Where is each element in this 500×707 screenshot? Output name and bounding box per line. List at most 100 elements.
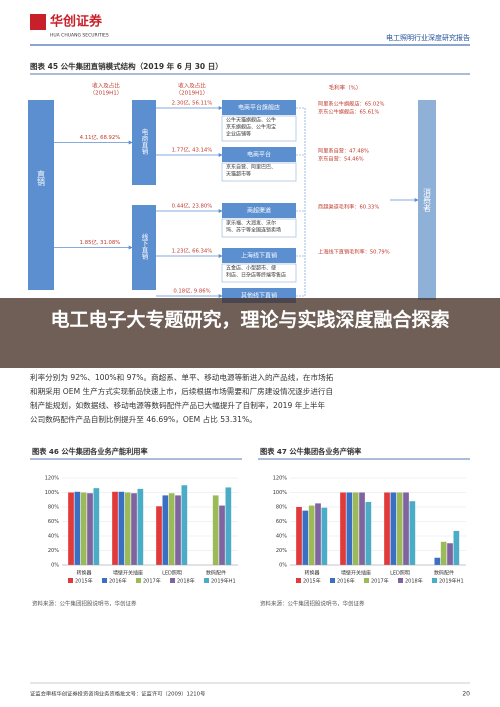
chart-source: 资料来源：公牛集团招股说明书，华创证券 [260,600,365,608]
bar [365,501,372,565]
share-label: 4.11亿, 68.92% [80,133,121,141]
logo-mark [30,14,46,30]
margin-text: 阿里系公牛旗舰店：65.02% [318,100,385,108]
desc-text: 五金店、小型超市、便 [226,265,276,272]
desc-text: 天猫超市等 [226,171,251,178]
y-tick-label: 100% [273,490,288,496]
desc-text: 京东旗舰店、公牛淘宝 [226,124,276,131]
x-tick-label: 转换器 [304,570,319,577]
x-tick-label: LED照明 [390,571,410,577]
y-tick-label: 0% [279,563,287,569]
y-tick-label: 60% [48,519,59,525]
x-tick-label: 墙壁开关插座 [113,570,143,577]
channel-box [132,205,156,290]
x-tick-label: 数码配件 [434,570,454,577]
share-label: 1.77亿, 43.14% [172,146,213,154]
margin-text: 京东自营：54.46% [318,155,364,163]
y-tick-label: 60% [276,519,287,525]
legend-label: 2019年H1 [439,578,464,585]
bar [212,495,219,565]
desc-text: 家乐福、大润发、沃尔 [226,220,276,227]
sub-box [222,100,296,115]
bar [315,503,321,565]
column-label: 收入及占比 [92,82,120,90]
desc-text: 公牛天猫旗舰店、公牛 [226,117,276,124]
bar [396,492,403,565]
bar [302,510,309,565]
legend-swatch [364,578,369,583]
bar [321,507,328,565]
desc-text: 利店、日杂店等终端零售店 [226,272,286,279]
column-label: （2019H1） [176,90,209,97]
bar [359,492,365,565]
share-label: 0.18亿, 9.86% [173,287,210,295]
sub-label: 上海线下直销 [241,252,277,260]
bar [137,488,144,565]
column-label: （2019H1） [90,90,123,97]
x-tick-label: LED照明 [162,571,182,577]
bar [453,530,460,565]
logo-text: 华创证券 [50,14,103,30]
bar [390,492,397,565]
chart-source: 资料来源：公牛集团招股说明书，华创证券 [32,600,137,608]
legend-label: 2018年 [177,578,195,585]
y-tick-label: 40% [276,534,287,540]
bar [93,488,100,565]
legend-label: 2017年 [143,578,161,585]
bar [434,557,441,565]
legend-label: 2018年 [405,578,423,585]
figure-title: 图表 45 公牛集团直销模式结构（2019 年 6 月 30 日） [30,61,223,71]
legend-swatch [102,578,107,583]
legend-swatch [330,578,335,583]
legend-label: 2015年 [75,578,93,585]
y-tick-label: 120% [45,476,60,482]
sub-label: 商超渠道 [247,207,271,215]
bar [340,492,346,565]
root-box [28,100,54,290]
bar [112,491,118,565]
desc-text: 京东自营、阿里巴巴、 [226,164,276,171]
sub-box [222,203,296,218]
sub-box [222,248,296,263]
footer-note: 证监会审核华创证券投资咨询业务资格批文号：证监许可（2009）1210号 [30,690,205,698]
legend-label: 2016年 [109,578,127,585]
legend-label: 2019年H1 [211,578,236,585]
bar [156,506,162,565]
page-number: 20 [462,691,470,698]
legend-swatch [296,578,301,583]
bar [346,492,353,565]
bar [87,493,93,565]
desc-box [221,263,297,283]
bar [403,492,409,565]
bar [225,487,232,565]
bar [162,495,169,565]
bar [80,492,87,565]
y-tick-label: 20% [276,548,287,554]
x-tick-label: 数码配件 [206,570,226,577]
legend-label: 2017年 [371,578,389,585]
bar [131,493,137,565]
report-title: 电工照明行业深度研究报告 [386,33,470,42]
banner: 电工电子大专题研究，理论与实践深度融合探索 [0,298,500,368]
bar [352,492,359,565]
y-tick-label: 80% [48,505,59,511]
y-tick-label: 80% [276,505,287,511]
channel-box [132,100,156,185]
bar [175,495,181,565]
bar [440,541,447,565]
consumer-label: 消费者 [423,187,432,213]
margin-text: 京东公牛旗舰店：65.61% [318,108,379,116]
legend-swatch [170,578,175,583]
column-label: 毛利率（%） [329,84,362,92]
bar [219,505,225,565]
legend-swatch [136,578,141,583]
column-label: 收入及占比 [178,82,206,90]
sub-label: 其他线下直销 [241,292,277,300]
bar [409,501,416,565]
chart-title: 图表 47 公牛集团各业务产销率 [260,447,361,456]
bar [74,491,81,565]
bar [447,543,453,565]
legend-swatch [432,578,437,583]
legend-label: 2015年 [303,578,321,585]
